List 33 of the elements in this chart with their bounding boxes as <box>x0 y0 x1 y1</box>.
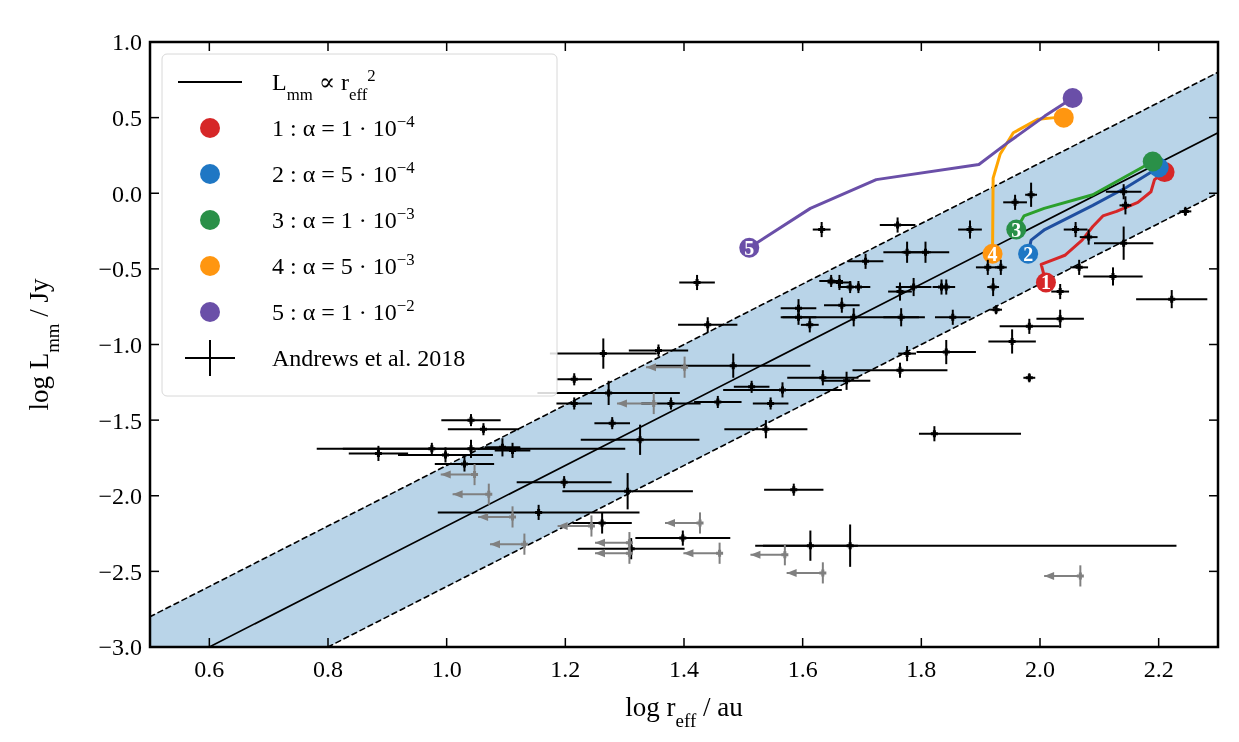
x-tick-label: 1.4 <box>669 656 699 682</box>
y-tick-label: −2.5 <box>98 558 142 585</box>
legend-label: 3 : α = 1 · 10$^{−3}$ <box>272 203 415 234</box>
annotation: 5 <box>744 236 755 259</box>
x-tick-label: 0.8 <box>313 656 343 682</box>
x-tick-label: 1.0 <box>431 656 462 682</box>
x-tick-label: 2.2 <box>1143 656 1174 682</box>
legend-label: 5 : α = 1 · 10$^{−2}$ <box>272 295 415 326</box>
x-tick-label: 1.8 <box>906 656 937 682</box>
y-tick-label: 1.0 <box>112 29 142 56</box>
x-tick-label: 1.6 <box>787 656 818 682</box>
legend-label: Andrews et al. 2018 <box>272 345 466 372</box>
legend-label: 1 : α = 1 · 10$^{−4}$ <box>272 111 416 142</box>
annotation: 2 <box>1023 242 1034 265</box>
x-tick-label: 0.6 <box>194 656 225 682</box>
legend-label: 4 : α = 5 · 10$^{−3}$ <box>272 249 415 280</box>
x-tick-label: 2.0 <box>1025 656 1055 682</box>
point <box>1062 87 1083 108</box>
y-tick-label: −1.0 <box>98 331 142 358</box>
annotation: 4 <box>987 242 998 265</box>
y-tick-label: 0.0 <box>112 180 142 207</box>
point <box>1053 107 1074 128</box>
y-tick-label: −0.5 <box>98 256 142 283</box>
y-tick-label: −1.5 <box>98 407 142 434</box>
legend-label: 2 : α = 5 · 10$^{−4}$ <box>272 157 416 188</box>
y-tick-label: −2.0 <box>98 483 142 510</box>
annotation: 3 <box>1011 218 1022 241</box>
point <box>1142 151 1163 172</box>
y-tick-label: −3.0 <box>98 634 142 661</box>
y-tick-label: 0.5 <box>112 105 142 132</box>
x-tick-label: 1.2 <box>550 656 581 682</box>
annotation: 1 <box>1040 271 1051 294</box>
x-axis-title: log r$_{eff}$ / au <box>625 692 744 731</box>
